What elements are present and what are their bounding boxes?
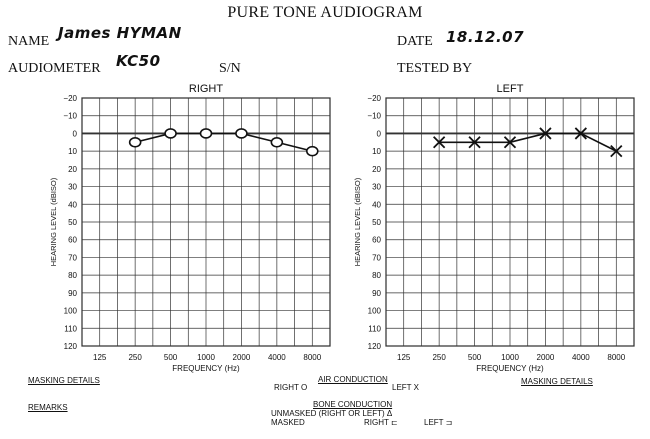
air-left-legend: LEFT X [392,383,419,392]
data-point-cross [503,136,517,149]
y-tick-label: −10 [367,112,381,121]
y-tick-label: 100 [368,307,382,316]
y-tick-label: 70 [372,253,381,262]
remarks-label: REMARKS [28,403,68,412]
data-point-circle [235,128,248,139]
y-tick-label: −20 [63,94,77,103]
chart-left-ear: −20 −10 0 10 20 30 40 50 60 70 80 90 100 110 120 125 250… [353,83,635,373]
y-tick-label: 80 [68,271,77,280]
tested-by-label: TESTED BY [397,61,473,76]
y-tick-label: −10 [63,112,77,121]
y-tick-label: 60 [372,236,381,245]
audiometer-value: KC50 [116,52,161,70]
bone-right-legend: RIGHT ⊏ [364,418,398,427]
x-tick-label: 250 [432,353,446,362]
chart-title: LEFT [497,83,524,95]
bone-conduction-label: BONE CONDUCTION [313,400,393,409]
data-point-circle [164,128,177,139]
x-tick-label: 4000 [268,353,286,362]
x-tick-label: 1000 [501,353,519,362]
y-tick-label: 0 [73,129,78,138]
y-tick-label: 60 [68,236,77,245]
x-tick-label: 2000 [537,353,555,362]
audiometer-label: AUDIOMETER [8,61,101,76]
y-tick-label: 10 [372,147,381,156]
data-point-circle [128,136,142,148]
y-tick-label: 20 [68,165,77,174]
data-point-cross [574,127,587,140]
y-tick-label: 110 [368,324,381,333]
bone-unmasked-legend: UNMASKED (RIGHT OR LEFT) Δ [271,409,393,418]
series-line [439,132,617,152]
data-point-cross [468,136,481,149]
y-tick-label: 0 [377,129,382,138]
data-point-cross [539,127,552,140]
date-value: 18.12.07 [446,28,525,46]
x-tick-label: 125 [397,353,411,362]
x-tick-label: 8000 [303,353,321,362]
air-conduction-label: AIR CONDUCTION [318,375,388,384]
y-tick-label: 40 [68,200,77,209]
page-title: PURE TONE AUDIOGRAM [227,4,423,21]
data-point-circle [270,136,284,148]
chart-right-ear: −20 −10 0 10 20 30 40 50 60 70 80 90 100 110 120 125 250… [49,83,331,373]
y-tick-label: 90 [68,289,77,298]
data-point-circle [305,145,319,157]
x-axis-label: FREQUENCY (Hz) [172,364,240,373]
y-tick-label: −20 [367,94,381,103]
date-label: DATE [397,34,433,49]
bone-left-legend: LEFT ⊐ [424,418,453,427]
y-tick-label: 50 [372,218,381,227]
x-tick-label: 4000 [572,353,590,362]
data-point-circle [199,128,213,139]
chart-title: RIGHT [189,83,224,95]
y-tick-label: 120 [368,342,382,351]
y-tick-label: 40 [372,200,381,209]
x-tick-label: 1000 [197,353,215,362]
data-point-cross [433,136,446,149]
x-tick-label: 250 [128,353,142,362]
y-axis-label: HEARING LEVEL (dBISO) [49,177,58,266]
y-tick-label: 110 [64,324,77,333]
x-tick-label: 500 [164,353,178,362]
name-value: James HYMAN [58,24,182,42]
y-tick-label: 90 [372,289,381,298]
x-tick-label: 2000 [233,353,251,362]
air-right-legend: RIGHT O [274,383,308,392]
y-tick-label: 30 [372,183,381,192]
x-tick-label: 125 [93,353,107,362]
masking-details-left: MASKING DETAILS [28,376,100,385]
y-tick-label: 50 [68,218,77,227]
bone-masked-label: MASKED [271,418,305,427]
x-tick-label: 500 [468,353,482,362]
y-tick-label: 20 [372,165,381,174]
y-tick-label: 120 [64,342,78,351]
sn-label: S/N [219,61,241,76]
data-point-cross [610,145,623,158]
x-tick-label: 8000 [607,353,625,362]
name-label: NAME [8,34,50,49]
y-tick-label: 100 [64,307,78,316]
x-axis-label: FREQUENCY (Hz) [476,364,544,373]
y-tick-label: 80 [372,271,381,280]
y-axis-label: HEARING LEVEL (dBISO) [353,177,362,266]
y-tick-label: 70 [68,253,77,262]
y-tick-label: 10 [68,147,77,156]
masking-details-right: MASKING DETAILS [521,377,593,386]
y-tick-label: 30 [68,183,77,192]
